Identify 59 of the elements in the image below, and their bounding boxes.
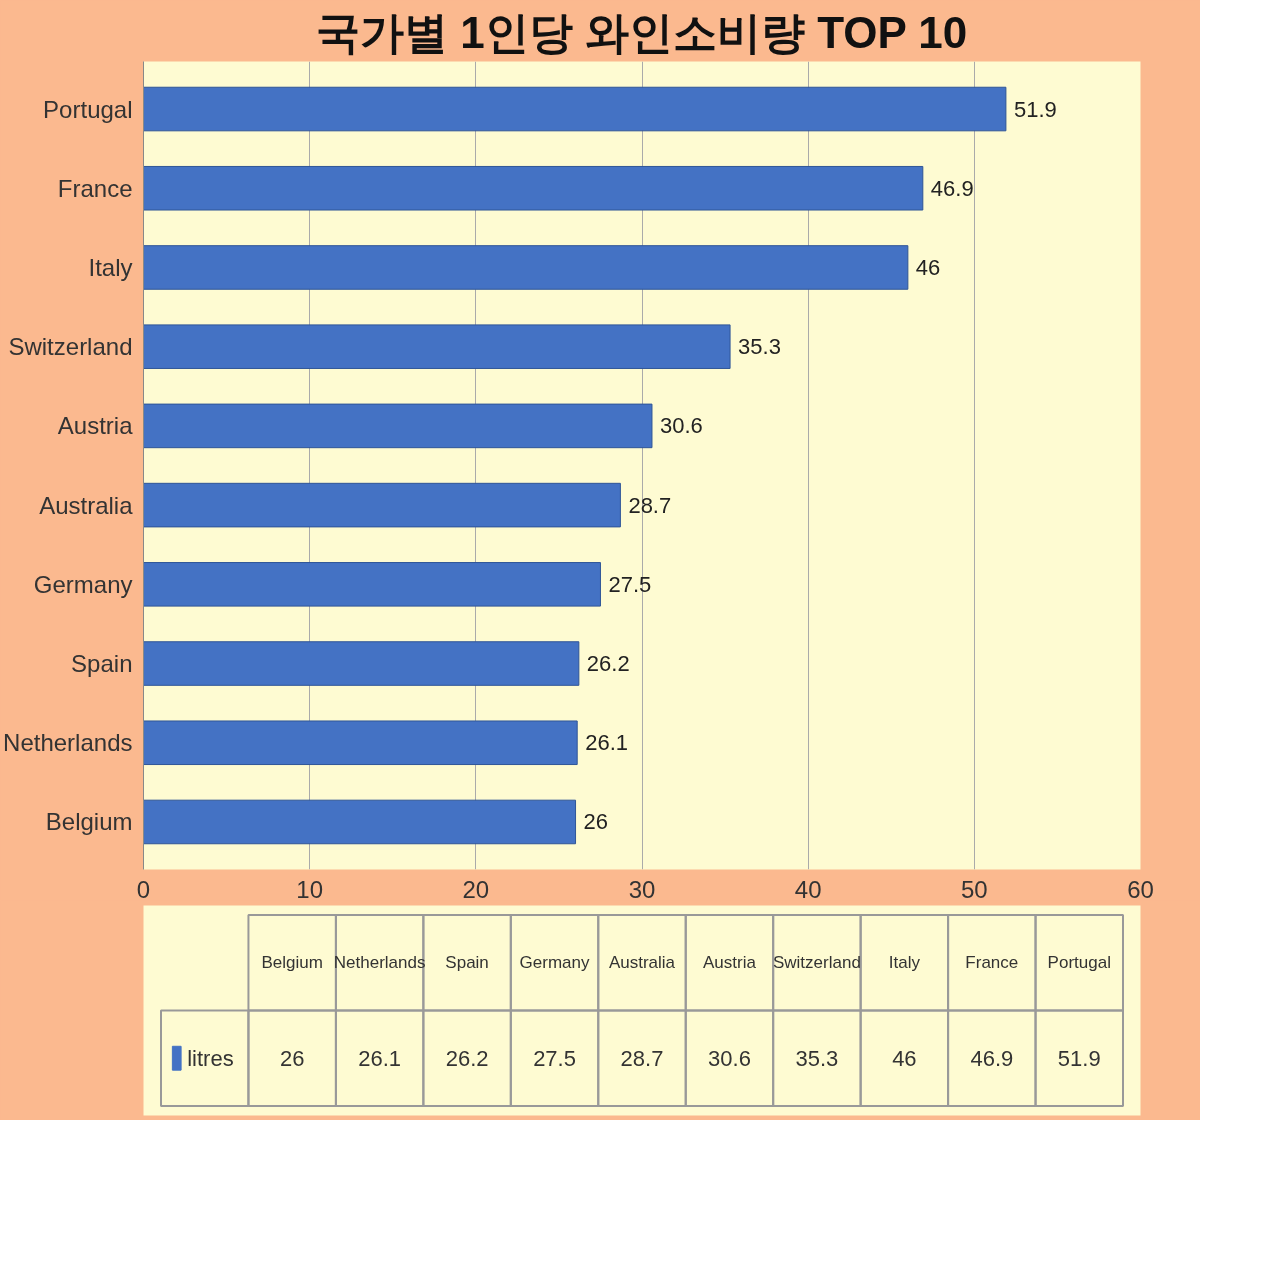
bar [143, 562, 601, 607]
bar [143, 245, 909, 290]
x-tick-label: 20 [462, 875, 490, 903]
data-label: 26.2 [445, 1045, 489, 1071]
data-label: 35.3 [738, 334, 781, 360]
bar [143, 86, 1007, 132]
data-label: 51.9 [1057, 1045, 1101, 1071]
bar [143, 403, 653, 449]
x-tick-label: 40 [794, 875, 822, 903]
y-tick-label: Germany [33, 570, 133, 598]
data-label: 30.6 [708, 1045, 751, 1071]
data-label: 28.7 [620, 1045, 664, 1071]
y-tick-label: Spain [71, 650, 133, 678]
bar [143, 482, 621, 528]
x-tick-label: 60 [1127, 875, 1154, 903]
bar [143, 641, 580, 686]
y-tick-label: Portugal [43, 95, 133, 123]
data-label: 35.3 [795, 1045, 839, 1071]
data-label: 27.5 [608, 571, 652, 597]
category-label: Switzerland [772, 953, 861, 973]
data-label: 30.6 [659, 413, 703, 439]
category-label: Italy [888, 953, 921, 973]
data-label: 28.7 [628, 492, 672, 518]
x-tick-label: 50 [960, 875, 988, 903]
data-label: 51.9 [1013, 96, 1057, 122]
x-tick-label: 0 [136, 875, 151, 903]
y-tick-label: Italy [88, 253, 133, 281]
category-label: Spain [445, 953, 489, 973]
data-label: 46.9 [930, 175, 974, 201]
category-label: Portugal [1047, 953, 1111, 973]
x-tick-label: 10 [296, 875, 324, 903]
data-label: 26 [583, 809, 609, 835]
data-label: 26 [279, 1045, 305, 1071]
y-tick-label: Netherlands [3, 729, 133, 757]
category-label: Germany [519, 953, 590, 973]
category-label: France [965, 953, 1019, 973]
data-label: 46.9 [970, 1045, 1014, 1071]
data-label: 26.1 [358, 1045, 402, 1071]
category-label: Austria [703, 953, 757, 973]
y-tick-label: Australia [39, 491, 134, 519]
y-tick-label: Belgium [45, 808, 133, 836]
x-tick-label: 30 [628, 875, 656, 903]
y-tick-label: France [57, 174, 133, 202]
bar [143, 324, 731, 369]
y-tick-label: Austria [57, 412, 134, 440]
data-label: 26.1 [585, 730, 629, 756]
data-label: 26.2 [586, 651, 630, 677]
chart-title: 국가별 1인당 와인소비량 TOP 10 [316, 7, 968, 57]
category-label: Belgium [261, 953, 323, 973]
category-label: Netherlands [333, 953, 426, 973]
data-label: 27.5 [533, 1045, 576, 1071]
data-label: 46 [892, 1045, 917, 1071]
bar [143, 799, 577, 845]
bar [143, 165, 924, 211]
data-label: 46 [915, 254, 941, 280]
bar [143, 720, 578, 766]
y-tick-label: Switzerland [8, 333, 133, 361]
category-label: Australia [608, 953, 676, 973]
series-label: litres [187, 1045, 234, 1071]
